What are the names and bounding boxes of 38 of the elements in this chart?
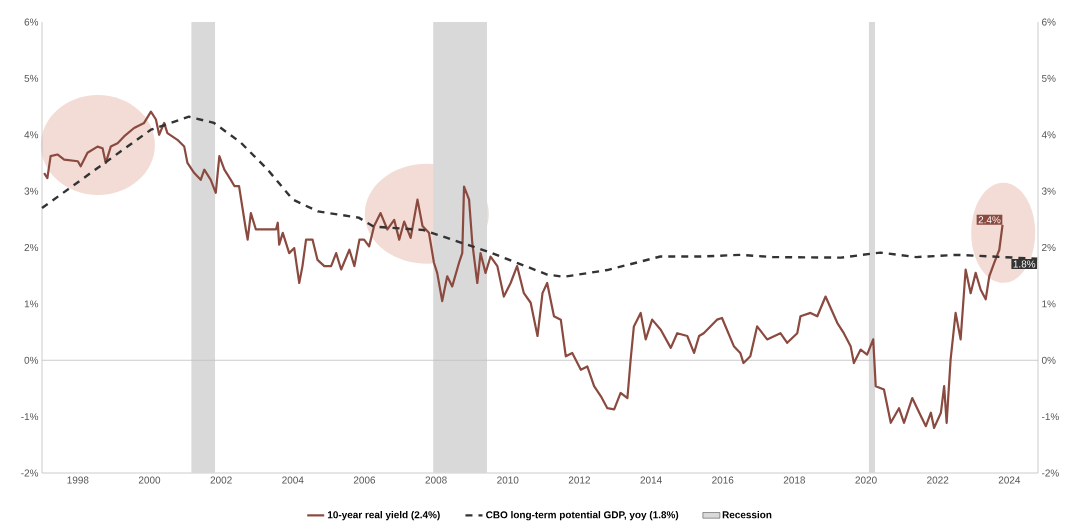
x-tick-label: 1998: [67, 476, 89, 484]
x-tick-label: 2008: [425, 476, 447, 484]
annotation: 2.4%: [978, 216, 1001, 224]
y-tick-label: 2%: [24, 244, 39, 252]
x-tick-label: 2020: [855, 476, 877, 484]
line-series: [40, 115, 1039, 279]
y-tick-label: 4%: [24, 131, 39, 139]
x-tick-label: 2016: [712, 476, 734, 484]
y2-tick-label: -2%: [1041, 469, 1059, 477]
y-tick-label: -1%: [21, 413, 39, 421]
y2-tick-label: 4%: [1041, 131, 1056, 139]
x-tick-label: 2024: [998, 476, 1021, 484]
y-tick-label: 1%: [24, 300, 39, 308]
x-tick-label: 2018: [783, 476, 806, 484]
y2-tick-label: -1%: [1041, 413, 1059, 421]
x-tick-label: 2014: [640, 476, 662, 484]
x-tick-label: 2012: [568, 476, 590, 484]
y-tick-label: -2%: [21, 469, 39, 477]
y2-tick-label: 1%: [1042, 300, 1056, 308]
x-tick-label: 2002: [210, 476, 232, 484]
y-tick-label: 6%: [24, 18, 39, 26]
x-tick-label: 2006: [353, 476, 376, 484]
y2-tick-label: 5%: [1041, 74, 1056, 82]
y2-tick-label: 0%: [1041, 356, 1056, 364]
legend-label: CBO long-term potential GDP, yoy (1.8%): [486, 511, 679, 521]
annotation: 1.8%: [1013, 260, 1036, 268]
legend-label: 10-year real yield (2.4%): [327, 511, 440, 521]
x-tick-label: 2010: [497, 476, 519, 484]
y-tick-label: 3%: [24, 187, 39, 195]
y2-tick-label: 2%: [1042, 243, 1056, 252]
x-tick-label: 2000: [138, 476, 161, 484]
y2-tick-label: 3%: [1041, 187, 1056, 195]
y-tick-label: 5%: [24, 74, 39, 82]
y2-tick-label: 6%: [1042, 18, 1056, 26]
x-tick-label: 2004: [282, 476, 304, 484]
legend-label: Recession: [722, 511, 772, 519]
x-tick-label: 2022: [927, 476, 949, 484]
y-tick-label: 0%: [24, 356, 39, 364]
